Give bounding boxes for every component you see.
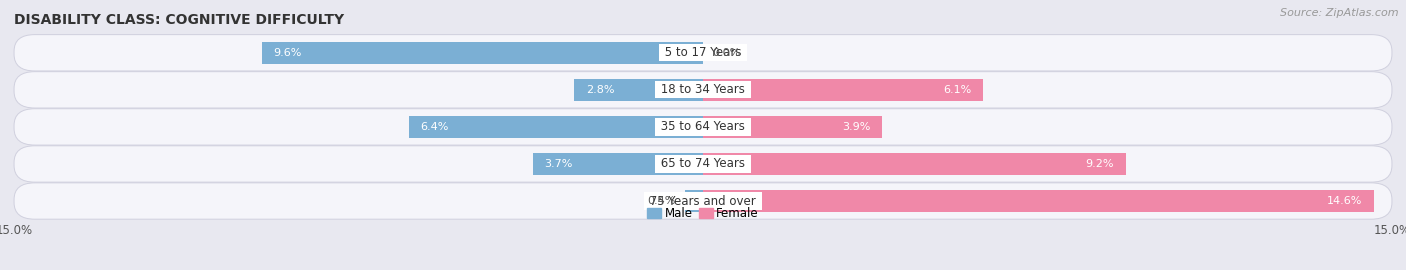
Text: 0.4%: 0.4% bbox=[647, 196, 675, 206]
Text: 3.9%: 3.9% bbox=[842, 122, 870, 132]
Text: 14.6%: 14.6% bbox=[1327, 196, 1362, 206]
Text: 6.4%: 6.4% bbox=[420, 122, 449, 132]
Text: 6.1%: 6.1% bbox=[943, 85, 972, 95]
Bar bbox=[703, 79, 983, 101]
Text: 65 to 74 Years: 65 to 74 Years bbox=[657, 157, 749, 170]
FancyBboxPatch shape bbox=[14, 72, 1392, 108]
Text: Source: ZipAtlas.com: Source: ZipAtlas.com bbox=[1281, 8, 1399, 18]
Bar bbox=[703, 190, 1374, 212]
Bar bbox=[262, 42, 703, 64]
Bar bbox=[703, 153, 1126, 175]
Text: 9.6%: 9.6% bbox=[274, 48, 302, 58]
Bar bbox=[533, 153, 703, 175]
Text: 2.8%: 2.8% bbox=[586, 85, 614, 95]
Text: 35 to 64 Years: 35 to 64 Years bbox=[657, 120, 749, 133]
Text: 0.0%: 0.0% bbox=[713, 48, 741, 58]
FancyBboxPatch shape bbox=[14, 109, 1392, 145]
Legend: Male, Female: Male, Female bbox=[643, 202, 763, 225]
FancyBboxPatch shape bbox=[14, 146, 1392, 182]
Text: 75 Years and over: 75 Years and over bbox=[647, 194, 759, 208]
Text: 18 to 34 Years: 18 to 34 Years bbox=[657, 83, 749, 96]
Text: 3.7%: 3.7% bbox=[544, 159, 572, 169]
Text: DISABILITY CLASS: COGNITIVE DIFFICULTY: DISABILITY CLASS: COGNITIVE DIFFICULTY bbox=[14, 13, 344, 27]
Bar bbox=[575, 79, 703, 101]
Bar bbox=[685, 190, 703, 212]
Bar bbox=[409, 116, 703, 138]
Bar bbox=[703, 116, 882, 138]
FancyBboxPatch shape bbox=[14, 183, 1392, 219]
FancyBboxPatch shape bbox=[14, 35, 1392, 71]
Text: 9.2%: 9.2% bbox=[1085, 159, 1114, 169]
Text: 5 to 17 Years: 5 to 17 Years bbox=[661, 46, 745, 59]
